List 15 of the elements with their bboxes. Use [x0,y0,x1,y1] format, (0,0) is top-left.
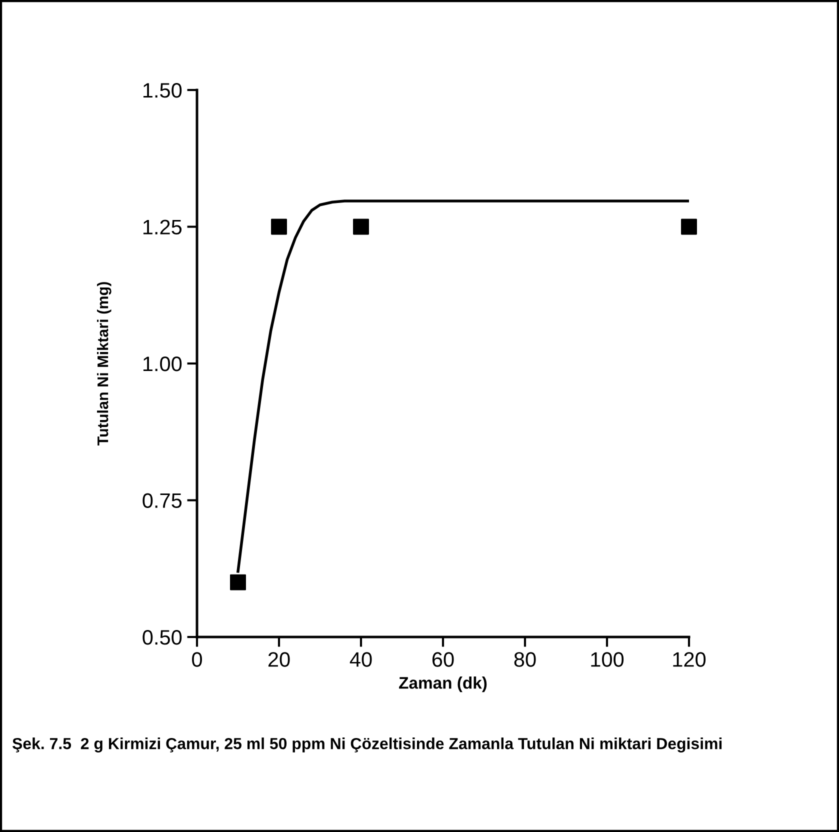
x-tick-label: 80 [514,652,536,667]
y-tick-label: 1.50 [143,83,182,98]
x-tick-label: 40 [350,652,372,667]
y-tick-label: 0.50 [142,630,182,645]
x-tick-label: 100 [591,652,624,667]
x-tick-label: 60 [432,652,454,667]
x-tick-label: 120 [673,652,706,667]
x-tick-label: 0 [192,652,202,667]
y-tick-label: 1.00 [143,356,182,372]
y-tick-label: 1.25 [143,220,182,235]
x-axis-title: Zaman (dk) [399,676,487,692]
y-axis-title: Tutulan Ni Miktari (mg) [97,282,112,446]
y-tick-label: 0.75 [142,493,182,508]
x-tick-label: 20 [268,652,290,667]
text: Şek. 7.5 2 g Kirmizi Çamur, 25 ml 50 ppm Ni Çözeltisinde Zamanla Tutulan Ni miktari Degisimi [12,738,722,752]
